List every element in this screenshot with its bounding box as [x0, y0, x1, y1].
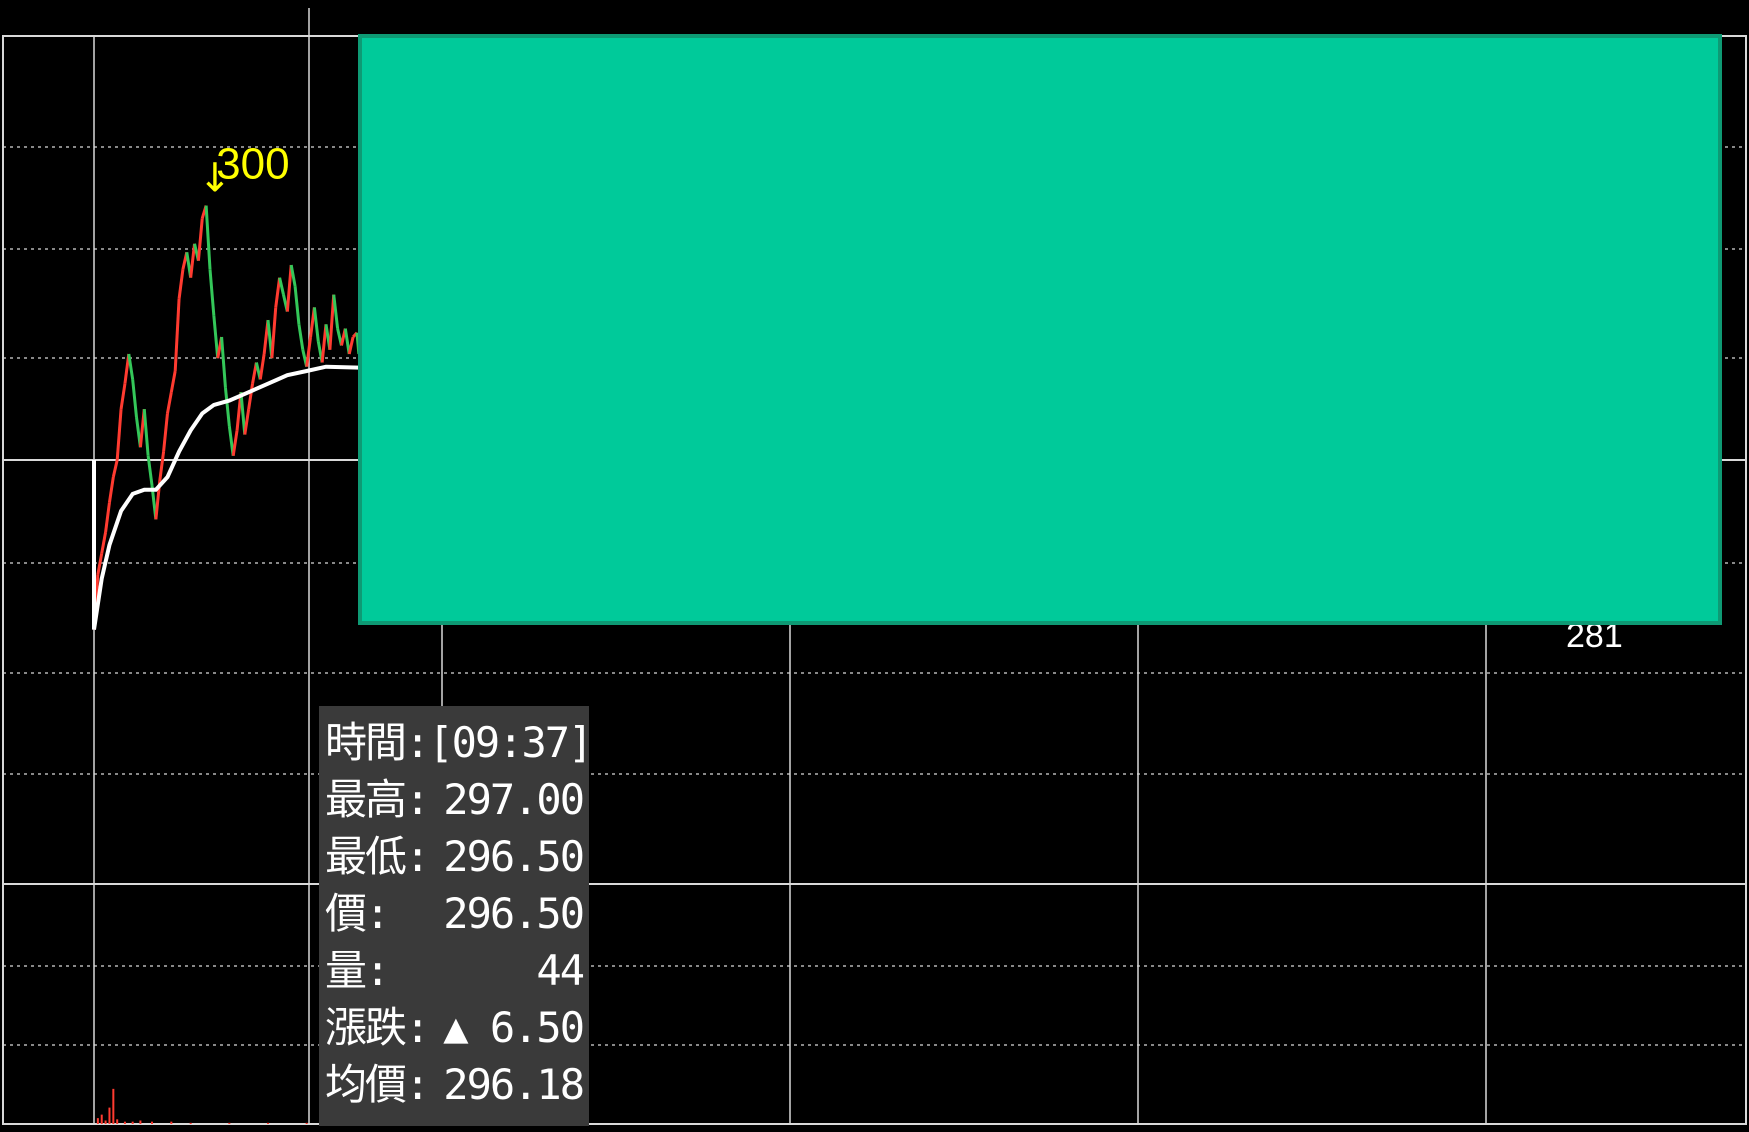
price-segment-22 — [173, 298, 181, 372]
price-segment-49 — [278, 277, 285, 295]
price-segment-66 — [343, 328, 351, 355]
tooltip-row-volume: 量: 44 — [325, 942, 585, 999]
tooltip-low-label: 最低: — [325, 832, 430, 881]
price-segment-54 — [297, 324, 305, 350]
price-segment-8 — [119, 383, 127, 410]
price-segment-18 — [158, 451, 166, 482]
price-layer — [92, 205, 361, 630]
price-segment-35 — [223, 387, 231, 427]
price-segment-60 — [320, 324, 328, 363]
crosshair-tooltip: 時間: [09:37] 最高: 297.00 最低: 296.50 價: 296… — [319, 706, 593, 1126]
tooltip-low-value: 296.50 — [443, 832, 585, 881]
tooltip-change-value: ▲ 6.50 — [443, 1003, 585, 1052]
tooltip-price-value: 296.50 — [443, 889, 585, 938]
tooltip-avg-value: 296.18 — [443, 1060, 585, 1109]
price-segment-32 — [212, 315, 220, 359]
overlay-box — [358, 34, 1722, 625]
price-segment-52 — [289, 264, 297, 287]
price-segment-21 — [169, 370, 177, 393]
tooltip-high-value: 297.00 — [443, 775, 585, 824]
peak-price-label: 300 — [216, 140, 289, 189]
price-segment-40 — [243, 408, 251, 435]
price-segment-47 — [270, 307, 278, 359]
price-segment-30 — [204, 205, 212, 270]
price-segment-67 — [347, 336, 355, 355]
price-segment-37 — [231, 430, 239, 456]
price-segment-39 — [239, 392, 247, 435]
average-price-line — [92, 364, 359, 630]
price-segment-48 — [274, 277, 282, 308]
price-segment-63 — [332, 294, 340, 329]
tooltip-time-value: [09:37] — [428, 718, 593, 767]
price-segment-5 — [107, 476, 115, 503]
price-segment-28 — [196, 218, 204, 261]
tooltip-volume-label: 量: — [325, 946, 390, 995]
price-segment-26 — [189, 243, 197, 278]
price-segment-6 — [111, 459, 119, 478]
tooltip-volume-value: 44 — [536, 946, 585, 995]
price-segment-14 — [142, 408, 150, 456]
tooltip-row-low: 最低: 296.50 — [325, 828, 585, 885]
tooltip-time-label: 時間: — [325, 718, 430, 767]
price-segment-23 — [177, 269, 185, 300]
price-segment-10 — [127, 353, 135, 380]
price-segment-41 — [247, 383, 255, 410]
price-segment-62 — [328, 294, 336, 350]
price-segment-56 — [305, 336, 313, 367]
price-segment-15 — [146, 455, 154, 486]
price-segment-11 — [131, 379, 139, 418]
price-segment-20 — [165, 391, 173, 414]
price-segment-7 — [115, 409, 123, 461]
price-segment-53 — [293, 286, 301, 325]
price-segment-2 — [96, 553, 104, 575]
price-segment-19 — [162, 413, 169, 452]
tooltip-row-time: 時間: [09:37] — [325, 714, 593, 771]
peak-arrow-icon: ↓ — [198, 156, 232, 202]
tooltip-avg-label: 均價: — [325, 1060, 430, 1109]
price-segment-4 — [104, 502, 111, 533]
tooltip-change-label: 漲跌: — [325, 1003, 430, 1052]
tooltip-row-price: 價: 296.50 — [325, 885, 585, 942]
tooltip-row-high: 最高: 297.00 — [325, 771, 585, 828]
tooltip-price-label: 價: — [325, 889, 390, 938]
price-segment-44 — [258, 353, 266, 380]
price-segment-31 — [208, 269, 216, 316]
price-segment-58 — [312, 307, 320, 342]
tooltip-row-avg: 均價: 296.18 — [325, 1056, 585, 1113]
price-segment-3 — [100, 531, 108, 554]
tooltip-high-label: 最高: — [325, 775, 430, 824]
tooltip-row-change: 漲跌: ▲ 6.50 — [325, 999, 585, 1056]
price-segment-51 — [285, 264, 293, 312]
price-segment-34 — [220, 336, 227, 389]
average-price-layer — [92, 364, 359, 630]
